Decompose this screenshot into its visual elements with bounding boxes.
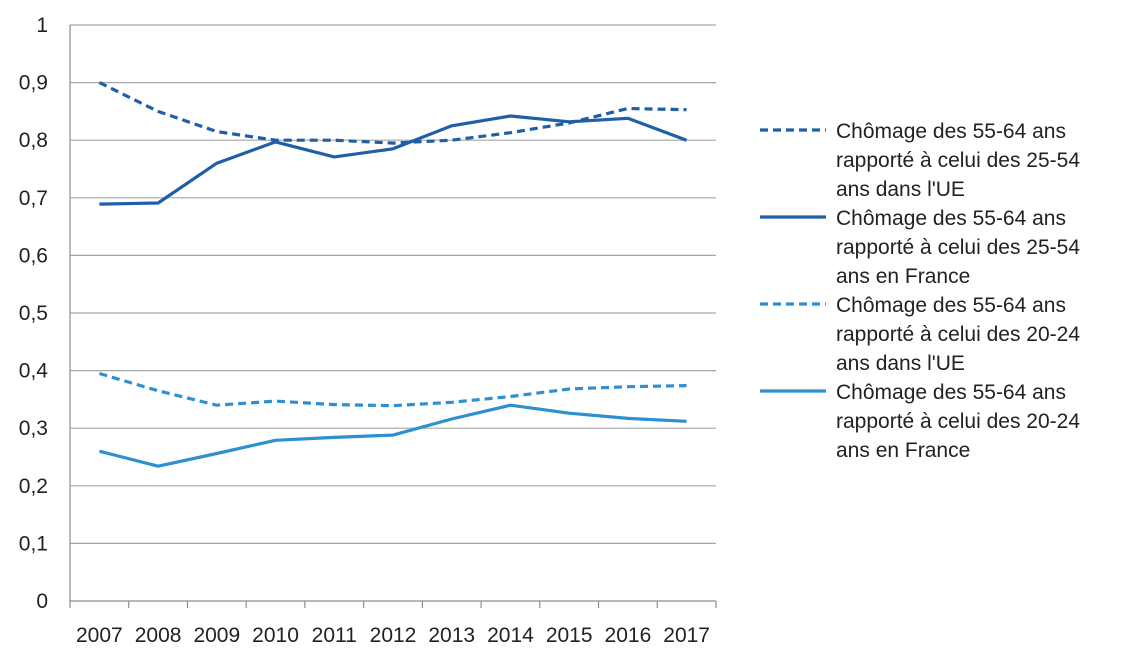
series-lines — [98, 81, 688, 468]
y-tick-label: 0,7 — [19, 187, 48, 210]
legend-label-line: ans dans l'UE — [836, 352, 965, 375]
y-tick-label: 0,9 — [19, 72, 48, 95]
legend-item-1: Chômage des 55-64 ans rapporté à celui de… — [760, 120, 1080, 201]
x-tick-label: 2008 — [135, 624, 182, 646]
y-tick-label: 0,3 — [19, 417, 48, 440]
x-tick-label: 2010 — [252, 624, 299, 646]
x-tick-label: 2014 — [487, 624, 534, 646]
y-tick-label: 0,6 — [19, 244, 48, 267]
x-tick-label: 2007 — [76, 624, 123, 646]
series-line-2 — [99, 114, 688, 206]
x-tick-label: 2015 — [546, 624, 593, 646]
grid-lines — [70, 24, 716, 545]
y-tick-label: 1 — [36, 14, 48, 37]
legend-item-4: Chômage des 55-64 ans rapporté à celui de… — [760, 381, 1080, 462]
y-tick-label: 0,4 — [19, 360, 49, 383]
x-tick-label: 2009 — [193, 624, 240, 646]
series-line-3 — [98, 371, 687, 408]
y-tick-label: 0,1 — [19, 532, 48, 555]
legend-label-line: Chômage des 55-64 ans — [836, 120, 1066, 143]
legend: Chômage des 55-64 ans rapporté à celui de… — [760, 120, 1080, 462]
legend-item-3: Chômage des 55-64 ans rapporté à celui de… — [760, 294, 1080, 375]
y-tick-label: 0,8 — [19, 129, 48, 152]
legend-label-line: rapporté à celui des 20-24 — [836, 323, 1080, 346]
y-tick-label: 0,2 — [19, 475, 48, 498]
legend-label-line: ans en France — [836, 265, 970, 288]
y-tick-label: 0 — [36, 590, 48, 613]
legend-label-line: ans en France — [836, 439, 970, 462]
x-tick-label: 2011 — [312, 624, 357, 646]
legend-item-2: Chômage des 55-64 ans rapporté à celui de… — [760, 207, 1080, 288]
y-tick-label: 0,5 — [19, 302, 48, 325]
legend-label-line: rapporté à celui des 25-54 — [836, 236, 1080, 259]
series-line-4 — [99, 403, 687, 468]
legend-label-line: rapporté à celui des 25-54 — [836, 149, 1080, 172]
x-tick-label: 2012 — [370, 624, 417, 646]
x-tick-label: 2013 — [428, 624, 475, 646]
x-tick-label: 2016 — [605, 624, 652, 646]
legend-label-line: ans dans l'UE — [836, 178, 965, 201]
legend-label-line: Chômage des 55-64 ans — [836, 294, 1066, 317]
x-tick-label: 2017 — [663, 624, 710, 646]
axes: 0 0,1 0,2 0,3 0,4 0,5 0,6 0,7 0,8 0,9 1 2007 2008 200… — [19, 14, 717, 647]
legend-label-line: Chômage des 55-64 ans — [836, 381, 1066, 404]
series-line-1 — [98, 81, 687, 145]
legend-label-line: rapporté à celui des 20-24 — [836, 410, 1080, 433]
legend-label-line: Chômage des 55-64 ans — [836, 207, 1066, 230]
